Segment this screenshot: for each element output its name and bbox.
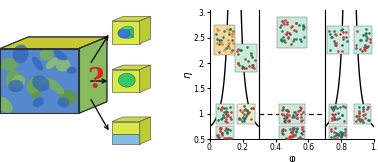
FancyBboxPatch shape	[354, 26, 372, 54]
Ellipse shape	[32, 75, 50, 91]
Ellipse shape	[39, 49, 53, 61]
FancyBboxPatch shape	[327, 26, 349, 54]
Ellipse shape	[37, 76, 48, 86]
Polygon shape	[139, 17, 150, 44]
FancyBboxPatch shape	[235, 44, 257, 72]
Ellipse shape	[56, 59, 71, 72]
Ellipse shape	[122, 27, 133, 30]
Ellipse shape	[8, 80, 23, 92]
FancyBboxPatch shape	[237, 104, 255, 124]
X-axis label: φ: φ	[288, 154, 296, 162]
FancyBboxPatch shape	[329, 126, 347, 140]
Ellipse shape	[59, 90, 77, 105]
Polygon shape	[0, 37, 107, 49]
Ellipse shape	[26, 77, 41, 94]
Ellipse shape	[118, 28, 130, 38]
FancyBboxPatch shape	[329, 104, 347, 124]
Polygon shape	[112, 17, 150, 21]
Y-axis label: η: η	[182, 71, 192, 78]
Ellipse shape	[5, 70, 21, 89]
FancyBboxPatch shape	[279, 126, 305, 140]
Ellipse shape	[46, 58, 58, 69]
Polygon shape	[139, 117, 150, 144]
Polygon shape	[112, 70, 139, 92]
Ellipse shape	[11, 75, 25, 88]
Polygon shape	[112, 65, 150, 70]
Polygon shape	[0, 49, 79, 113]
FancyBboxPatch shape	[355, 104, 371, 124]
Polygon shape	[122, 28, 133, 37]
Polygon shape	[112, 134, 139, 144]
Ellipse shape	[30, 81, 42, 98]
Polygon shape	[139, 65, 150, 92]
FancyBboxPatch shape	[277, 17, 307, 48]
FancyBboxPatch shape	[215, 126, 234, 140]
Ellipse shape	[32, 57, 43, 71]
Text: ?: ?	[87, 68, 104, 94]
Ellipse shape	[67, 67, 76, 74]
Ellipse shape	[57, 98, 70, 108]
Polygon shape	[112, 117, 150, 122]
Ellipse shape	[54, 50, 67, 60]
FancyBboxPatch shape	[215, 104, 234, 124]
Ellipse shape	[0, 97, 13, 113]
Polygon shape	[112, 122, 139, 134]
Ellipse shape	[45, 78, 64, 94]
Ellipse shape	[122, 35, 133, 38]
Ellipse shape	[33, 97, 44, 107]
FancyBboxPatch shape	[214, 25, 235, 55]
Ellipse shape	[12, 45, 29, 63]
FancyBboxPatch shape	[279, 104, 305, 124]
Ellipse shape	[118, 73, 135, 87]
Polygon shape	[112, 21, 139, 44]
Ellipse shape	[0, 58, 18, 71]
Polygon shape	[79, 37, 107, 113]
